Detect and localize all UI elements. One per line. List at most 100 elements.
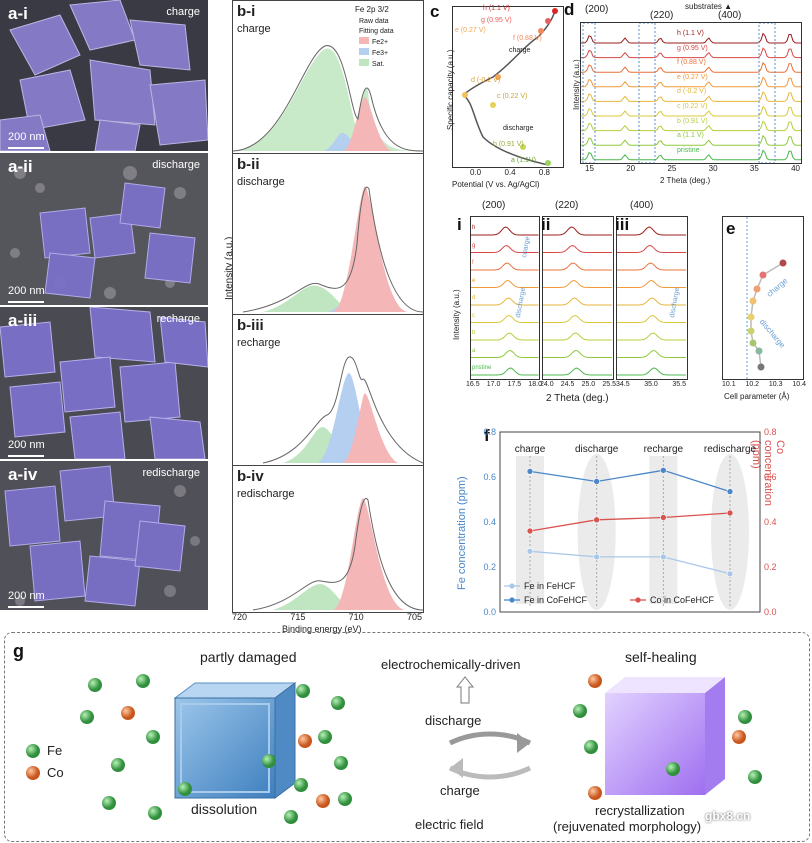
tick-label: 10.4 <box>792 381 806 388</box>
right-caption: recrystallization <box>595 803 685 818</box>
cell-param-points <box>746 217 787 379</box>
y-tick-label: 0.8 <box>483 427 496 437</box>
xps-legend: Raw data Fitting data Fe2+ Fe3+ Sat. <box>359 17 394 70</box>
legend-label: Co in CoFeHCF <box>650 595 715 605</box>
legend-swatch <box>359 59 369 66</box>
scale-label: 200 nm <box>8 590 45 602</box>
xrd-trace <box>581 32 801 44</box>
capacity-plot: h (1.1 V) g (0.95 V) f (0.88 V) e (0.27 … <box>452 5 564 168</box>
tick-label: 34.5 <box>616 381 630 388</box>
trace-label: e <box>472 277 476 284</box>
xrd-trace <box>581 105 801 117</box>
sem-tag: a-ii <box>8 157 33 176</box>
trace-label: b (0.91 V) <box>677 117 708 125</box>
tick-label: 24.0 <box>540 381 554 388</box>
point-label: e (0.27 V) <box>455 27 486 34</box>
xps-xticks: 720 715 710 705 <box>232 612 422 622</box>
zoom-trace <box>543 315 612 323</box>
tick-label: 17.5 <box>507 381 522 388</box>
tick-label: 30 <box>708 164 718 173</box>
sem-tag: a-i <box>8 4 28 23</box>
tick-label: 720 <box>232 612 248 622</box>
damaged-cube <box>173 682 297 799</box>
peak-label: (220) <box>555 200 579 211</box>
zoom-trace <box>471 314 539 323</box>
xps-tag: b-iv <box>237 468 264 485</box>
tick-label: 35 <box>749 164 759 173</box>
peak-label: (400) <box>718 10 742 21</box>
data-point <box>593 478 600 485</box>
fe-particles <box>26 674 762 824</box>
tick-label: 20 <box>626 164 636 173</box>
data-point <box>526 468 534 475</box>
capacity-curve <box>461 8 558 166</box>
sem-state: discharge <box>152 159 200 171</box>
data-point <box>593 516 600 524</box>
zoom-trace <box>617 244 686 253</box>
tick-label: 0.4 <box>504 168 516 177</box>
zoom-trace <box>617 262 686 271</box>
zoom-traces <box>471 226 539 376</box>
data-point <box>593 553 600 561</box>
sem-image-redischarge: a-iv redischarge 200 nm <box>0 461 208 610</box>
peak-window <box>582 22 596 164</box>
substrates-text: substrates <box>685 2 722 11</box>
point-label: a (1.1V) <box>511 157 536 164</box>
trace-label: f (0.88 V) <box>677 59 706 67</box>
scale-label: 200 nm <box>8 131 45 143</box>
data-point <box>726 509 734 517</box>
zoom-trace <box>543 367 612 376</box>
zoom-trace <box>471 262 539 271</box>
category-label: recharge <box>644 444 684 455</box>
xps-xlabel: Binding energy (eV) <box>282 624 362 634</box>
sem-state: charge <box>166 6 200 18</box>
note-discharge: discharge <box>503 125 534 132</box>
category-label: redischarge <box>704 444 757 455</box>
series-line <box>529 469 731 493</box>
panel-g-label: g <box>13 641 24 661</box>
trace-label: g <box>472 242 476 249</box>
y-tick-label: 0.0 <box>483 607 496 617</box>
sem-tag: a-iii <box>8 311 38 330</box>
discharge-label: discharge <box>425 713 482 728</box>
capacity-xlabel: Potential (V vs. Ag/AgCl) <box>452 180 540 189</box>
data-point <box>660 553 667 561</box>
trace-label: b <box>472 330 476 336</box>
zoom-xlabel: 2 Theta (deg.) <box>546 393 609 404</box>
left-title: partly damaged <box>200 649 297 665</box>
zoom-trace <box>471 280 539 288</box>
y2-tick-label: 0.8 <box>764 427 777 437</box>
tick-label: 0.0 <box>470 168 482 177</box>
schematic-drawing <box>26 674 762 824</box>
scale-bar <box>8 301 44 303</box>
peak-label: (400) <box>630 200 654 211</box>
sem-image-recharge: a-iii recharge 200 nm <box>0 307 208 459</box>
trace-label: g (0.95 V) <box>677 44 708 52</box>
right-title: self-healing <box>625 649 697 665</box>
zoom-trace <box>617 279 686 288</box>
legend-label: Fe in FeHCF <box>524 581 576 591</box>
panel-e-label: e <box>726 219 736 238</box>
zoom-plot-iii: iii discharge <box>615 215 688 380</box>
sem-tag: a-iv <box>8 465 38 484</box>
zoom-tag: ii <box>541 215 551 234</box>
peak-label: (200) <box>482 200 506 211</box>
zoom-xticks-ii: 24.0 24.5 25.0 25.5 <box>540 381 616 388</box>
sem-cubes-redischarge <box>0 461 208 610</box>
tick-label: 15 <box>585 164 594 173</box>
tick-label: 18.0 <box>528 381 542 388</box>
sem-cubes-discharge <box>0 153 208 305</box>
note-charge: charge <box>509 47 531 54</box>
xps-redischarge: b-iv redischarge <box>232 465 424 613</box>
legend-marker <box>635 597 641 603</box>
y2-tick-label: 0.0 <box>764 607 777 617</box>
trace-label: pristine <box>677 146 700 154</box>
zoom-trace <box>617 367 686 376</box>
capacity-ylabel: Specific capacity (a.u.) <box>446 49 455 130</box>
trace-label: f <box>472 260 474 266</box>
xps-curves <box>262 356 423 464</box>
zoom-trace <box>471 349 539 358</box>
substrates-label: substrates ▲ <box>685 2 733 11</box>
cell-param-xticks: 10.1 10.2 10.3 10.4 <box>722 381 806 388</box>
legend-swatch <box>359 48 369 55</box>
